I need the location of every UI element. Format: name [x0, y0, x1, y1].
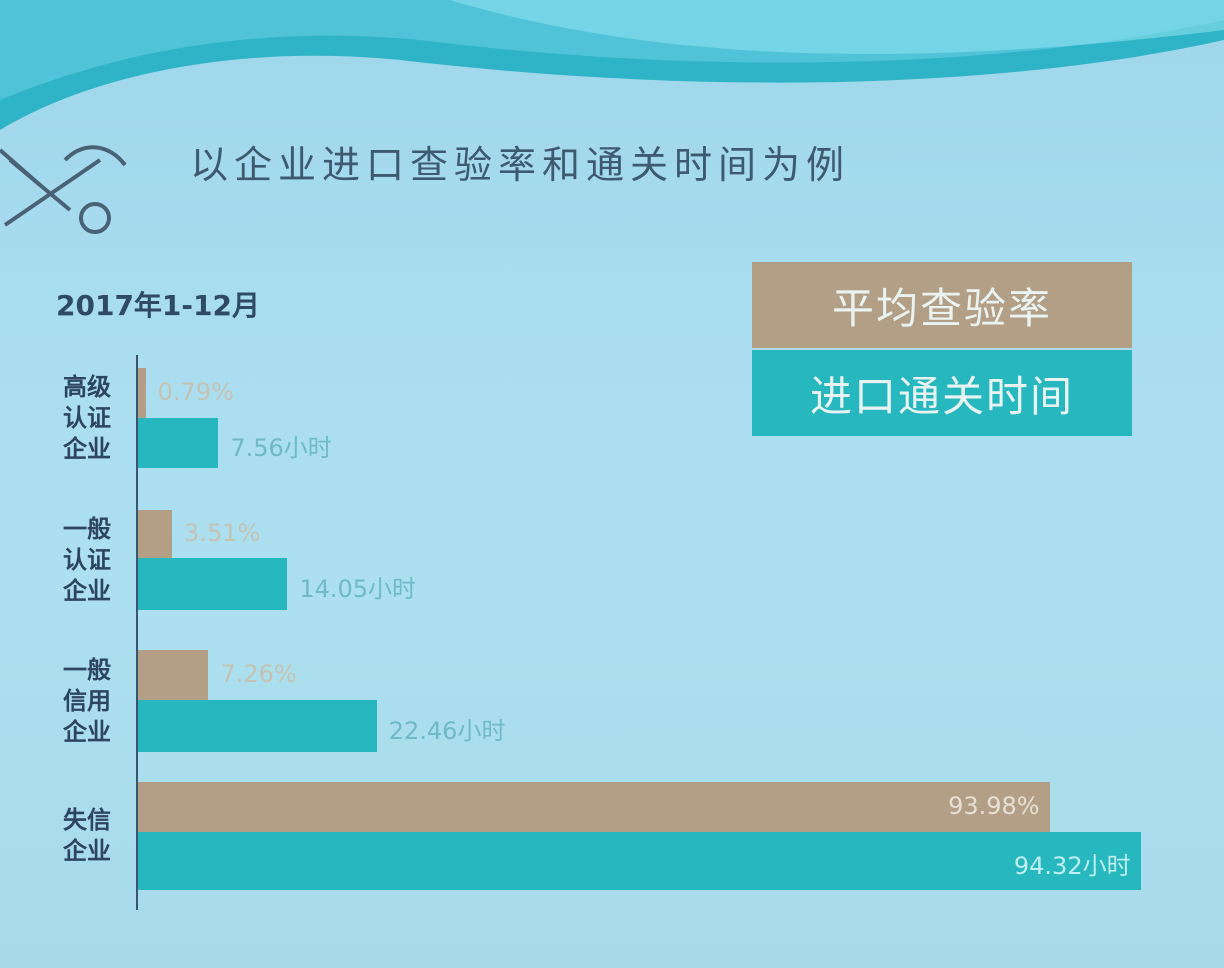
bar-inspection-rate [138, 368, 146, 418]
customs-emblem-logo [0, 145, 127, 234]
data-label: 7.26% [220, 660, 297, 688]
category-label: 一般 信用 企业 [63, 655, 111, 746]
data-label: 94.32小时 [1013, 852, 1131, 880]
bar-clearance-time [138, 700, 377, 752]
period-label: 2017年1-12月 [56, 289, 260, 322]
bar-clearance-time [138, 832, 1141, 890]
legend-clearance-time: 进口通关时间 [752, 350, 1132, 436]
bar-inspection-rate [138, 650, 209, 700]
bar-inspection-rate [138, 510, 173, 558]
category-label: 失信 企业 [63, 806, 111, 865]
category-label: 高级 认证 企业 [63, 372, 111, 463]
bar-clearance-time [138, 558, 288, 610]
data-label: 93.98% [948, 792, 1040, 820]
data-label: 3.51% [184, 519, 261, 547]
data-label: 14.05小时 [299, 575, 417, 603]
data-label: 0.79% [157, 378, 234, 406]
data-label: 7.56小时 [230, 434, 332, 462]
legend-inspection-rate: 平均查验率 [752, 262, 1132, 348]
category-axis [136, 355, 138, 910]
bar-clearance-time [138, 418, 219, 468]
bar-inspection-rate [138, 782, 1050, 832]
data-label: 22.46小时 [388, 717, 506, 745]
header-wave-decoration [0, 0, 1224, 130]
category-label: 一般 认证 企业 [63, 514, 111, 605]
slide-title: 以企业进口查验率和通关时间为例 [190, 143, 851, 187]
